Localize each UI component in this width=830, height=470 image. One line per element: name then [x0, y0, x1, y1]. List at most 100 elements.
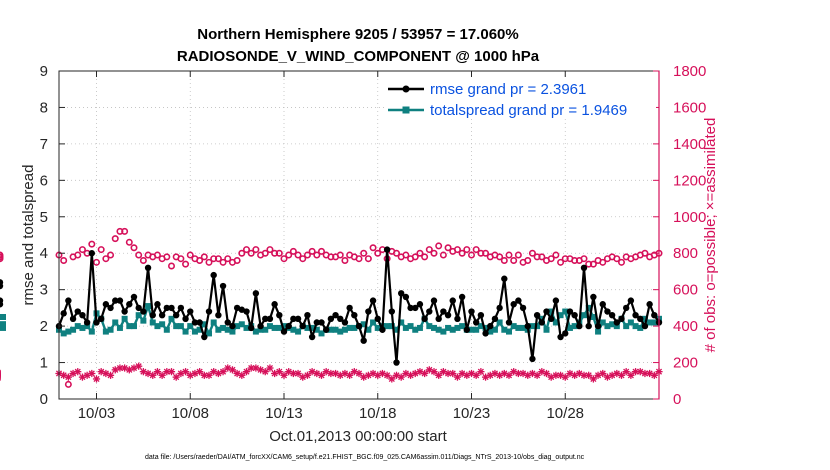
rmse-point: [430, 297, 438, 304]
totalspread-point: [196, 326, 203, 333]
rmse-point: [599, 301, 606, 308]
totalspread-point: [506, 328, 512, 335]
totalspread-point: [65, 328, 72, 335]
totalspread-point: [121, 315, 128, 322]
assimilated-obs-point: [167, 368, 176, 376]
possible-obs-point: [435, 242, 443, 250]
x-tick-label: 10/03: [78, 405, 116, 422]
possible-obs-point: [275, 249, 283, 257]
y2-tick-label: 1800: [673, 63, 706, 80]
totalspread-point: [482, 324, 489, 331]
rmse-point: [646, 301, 653, 308]
possible-obs-point: [107, 251, 115, 259]
rmse-point: [313, 319, 321, 326]
rmse-point: [458, 293, 466, 301]
totalspread-point: [154, 323, 161, 330]
possible-obs-point: [102, 255, 110, 263]
rmse-point: [440, 308, 447, 315]
rmse-point: [172, 311, 180, 319]
totalspread-point: [562, 308, 569, 315]
possible-obs-point: [458, 249, 466, 257]
rmse-point: [266, 315, 274, 323]
rmse-point: [327, 315, 335, 323]
totalspread-point: [102, 328, 109, 335]
possible-obs-point: [641, 249, 649, 257]
totalspread-point: [210, 319, 217, 326]
totalspread-point: [290, 326, 297, 333]
possible-obs-point: [130, 244, 138, 252]
rmse-point: [383, 246, 391, 253]
x-tick-label: 10/28: [546, 405, 584, 422]
possible-obs-point: [580, 255, 588, 263]
rmse-point: [369, 297, 377, 304]
assimilated-obs-point: [74, 368, 82, 376]
totalspread-point: [510, 323, 517, 330]
totalspread-point: [595, 328, 602, 335]
possible-obs-point: [74, 251, 82, 259]
totalspread-point: [234, 323, 241, 330]
possible-obs-point: [416, 249, 424, 257]
assimilated-obs-point: [561, 373, 569, 381]
possible-obs-point: [168, 262, 176, 270]
assimilated-obs-point: [435, 371, 443, 379]
totalspread-point: [515, 324, 522, 331]
assimilated-obs-point: [294, 369, 302, 378]
rmse-point: [247, 324, 255, 332]
totalspread-point: [206, 330, 212, 337]
totalspread-point: [412, 326, 419, 333]
totalspread-point: [388, 323, 395, 330]
rmse-point: [144, 264, 152, 271]
totalspread-point: [182, 328, 189, 335]
chart-subtitle: RADIOSONDE_V_WIND_COMPONENT @ 1000 hPa: [177, 48, 540, 65]
possible-obs-point: [557, 258, 565, 266]
y2-tick-label: 1200: [673, 172, 706, 189]
possible-obs-point: [182, 260, 190, 268]
possible-obs-point: [153, 251, 161, 259]
possible-obs-point: [444, 244, 452, 252]
totalspread-point: [496, 319, 503, 326]
assimilated-obs-point: [650, 371, 658, 379]
rmse-point: [280, 328, 288, 335]
assimilated-obs-point: [280, 371, 288, 379]
legend-marker-rmse: [402, 85, 410, 93]
rmse-point: [580, 264, 588, 271]
rmse-point: [346, 304, 353, 312]
rmse-point: [538, 319, 546, 326]
possible-obs-point: [78, 246, 86, 254]
y2-tick-label: 1600: [673, 99, 706, 116]
possible-obs-point: [317, 247, 325, 255]
totalspread-point: [309, 324, 316, 331]
rmse-point: [130, 293, 138, 301]
y-tick-label: 3: [40, 282, 48, 299]
totalspread-point: [281, 323, 287, 330]
y-tick-label: 4: [40, 245, 48, 262]
possible-obs-point: [411, 253, 419, 261]
legend-box: [384, 77, 656, 119]
totalspread-point: [557, 312, 564, 319]
assimilated-obs-point: [599, 369, 607, 378]
rmse-point: [332, 311, 339, 319]
totalspread-point: [173, 323, 180, 330]
x-tick-label: 10/18: [359, 405, 397, 422]
rmse-point: [365, 308, 372, 315]
assimilated-obs-point: [135, 362, 143, 370]
possible-obs-point: [125, 238, 133, 246]
possible-obs-point: [285, 251, 293, 259]
assimilated-obs-point: [472, 371, 480, 379]
legend: rmse grand pr = 2.3961 totalspread grand…: [384, 77, 656, 119]
possible-obs-point: [303, 251, 311, 259]
rmse-point: [426, 308, 433, 315]
totalspread-point: [374, 324, 381, 331]
series-layer: [0, 227, 663, 388]
possible-obs-point: [219, 258, 227, 266]
totalspread-point: [60, 330, 67, 337]
totalspread-point: [337, 328, 344, 335]
totalspread-point: [529, 323, 536, 330]
assimilated-obs-point: [430, 368, 438, 376]
rmse-point: [308, 333, 316, 341]
totalspread-point: [295, 328, 302, 335]
rmse-point: [412, 304, 419, 312]
rmse-point: [472, 319, 480, 326]
totalspread-point: [159, 321, 166, 328]
possible-obs-point: [589, 260, 597, 268]
